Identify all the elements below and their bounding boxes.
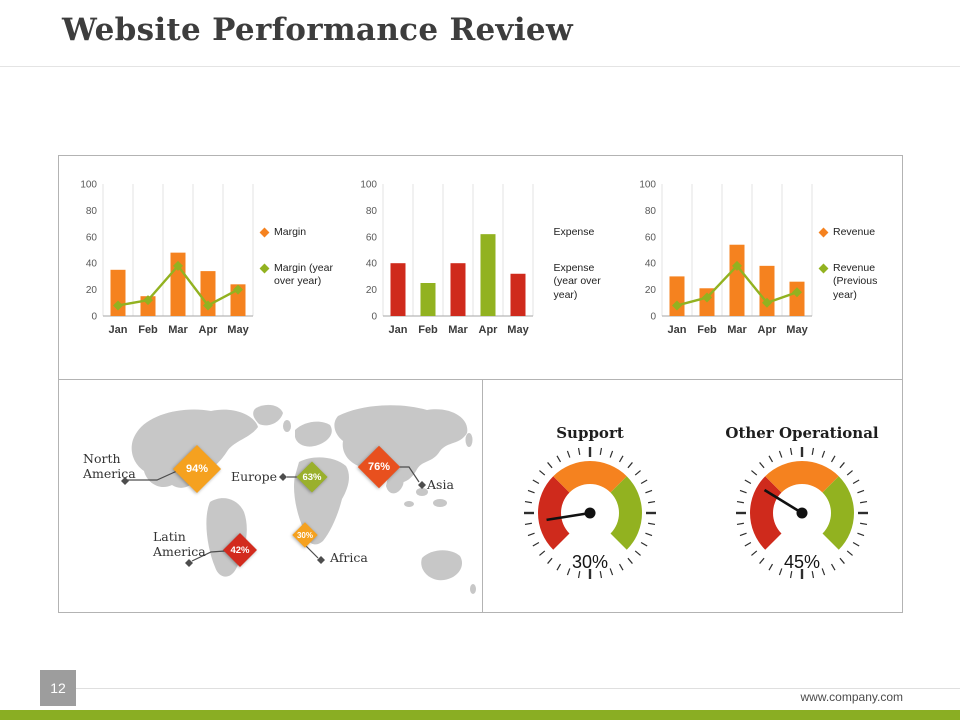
svg-text:Apr: Apr [758, 324, 778, 336]
svg-text:May: May [507, 324, 529, 336]
support-gauge-title: Support [556, 424, 624, 442]
other-operational-gauge-title: Other Operational [725, 424, 879, 442]
svg-text:Feb: Feb [418, 324, 438, 336]
revenue-chart: 0 20 40 60 80 100 Jan Feb Mar Apr May Revenue Reve… [630, 170, 892, 379]
legend-item: Revenue (Previous year) [818, 261, 892, 303]
margin-chart-legend: Margin Margin (year over year) [259, 170, 333, 379]
legend-label: Margin (year over year) [274, 261, 333, 288]
svg-text:20: 20 [86, 285, 98, 296]
svg-text:Jan: Jan [109, 324, 128, 336]
svg-text:Mar: Mar [168, 324, 188, 336]
pin-value: 76% [367, 461, 391, 473]
gauges-panel: Support Other Operational 30% 45% [483, 380, 902, 612]
map-label-latin-america: Latin America [153, 529, 206, 559]
expense-chart-plot: 0 20 40 60 80 100 Jan Feb Mar Apr May [360, 180, 533, 336]
svg-text:60: 60 [86, 232, 98, 243]
page-number-badge: 12 [40, 670, 76, 706]
support-gauge [524, 447, 656, 579]
map-pin-north-america: 94% [172, 444, 222, 494]
map-pin-europe: 63% [296, 461, 328, 493]
legend-item: Margin (year over year) [259, 261, 333, 289]
svg-text:Mar: Mar [727, 324, 747, 336]
diamond-marker-icon [259, 227, 270, 238]
diamond-marker-icon [259, 263, 270, 274]
expense-chart-legend: Expense Expense (year over year) [541, 170, 613, 379]
map-label-asia: Asia [427, 477, 454, 492]
page-title: Website Performance Review [62, 12, 573, 48]
dashboard-panel: 0 20 40 60 80 100 Jan Feb Mar Apr May Margin Margi… [58, 155, 903, 613]
svg-text:Mar: Mar [448, 324, 468, 336]
svg-text:80: 80 [86, 206, 98, 217]
svg-text:20: 20 [365, 285, 377, 296]
legend-item: Revenue [818, 226, 892, 240]
pin-value: 94% [185, 463, 209, 475]
svg-text:Apr: Apr [199, 324, 219, 336]
map-pin-asia: 76% [357, 445, 401, 489]
legend-label: Margin [274, 226, 307, 238]
legend-label: Expense [553, 226, 595, 238]
pin-value: 63% [302, 471, 322, 483]
world-map-panel: North America Europe Asia Latin America … [59, 380, 483, 612]
map-connectors [121, 466, 426, 567]
map-label-europe: Europe [231, 469, 278, 484]
pin-value: 42% [230, 544, 250, 556]
revenue-chart-plot: 0 20 40 60 80 100 Jan Feb Mar Apr May [639, 180, 813, 336]
svg-text:Apr: Apr [478, 324, 498, 336]
svg-text:100: 100 [360, 180, 377, 191]
bottom-row: North America Europe Asia Latin America … [59, 380, 902, 612]
svg-text:Feb: Feb [697, 324, 717, 336]
expense-chart: 0 20 40 60 80 100 Jan Feb Mar Apr May Expense Expe… [351, 170, 613, 379]
bottom-accent-bar [0, 710, 960, 720]
svg-text:May: May [227, 324, 249, 336]
legend-label: Revenue (Previous year) [833, 261, 878, 301]
other-operational-gauge-value: 45% [783, 552, 821, 572]
header-divider [0, 66, 960, 67]
svg-text:May: May [786, 324, 808, 336]
svg-text:80: 80 [645, 206, 657, 217]
margin-chart-plot: 0 20 40 60 80 100 Jan Feb Mar Apr May [80, 180, 254, 336]
legend-label: Revenue [833, 226, 876, 238]
revenue-chart-legend: Revenue Revenue (Previous year) [818, 170, 892, 379]
map-pin-latin-america: 42% [223, 533, 257, 567]
svg-text:40: 40 [86, 259, 98, 270]
svg-text:Feb: Feb [138, 324, 158, 336]
legend-item: Expense (year over year) [541, 262, 613, 303]
margin-chart: 0 20 40 60 80 100 Jan Feb Mar Apr May Margin Margi… [71, 170, 333, 379]
legend-item: Expense [541, 226, 613, 240]
footer-url: www.company.com [800, 690, 903, 704]
svg-text:Jan: Jan [388, 324, 407, 336]
map-pin-africa: 30% [292, 522, 318, 548]
legend-item: Margin [259, 226, 333, 240]
svg-text:80: 80 [365, 206, 377, 217]
svg-text:0: 0 [650, 312, 656, 323]
pin-value: 30% [296, 530, 313, 540]
charts-row: 0 20 40 60 80 100 Jan Feb Mar Apr May Margin Margi… [59, 156, 902, 380]
map-label-africa: Africa [330, 550, 368, 565]
svg-text:100: 100 [639, 180, 656, 191]
svg-text:0: 0 [91, 312, 97, 323]
support-gauge-value: 30% [571, 552, 609, 572]
svg-text:100: 100 [80, 180, 97, 191]
legend-label: Expense (year over year) [553, 261, 601, 301]
svg-text:0: 0 [371, 312, 377, 323]
svg-text:Jan: Jan [668, 324, 687, 336]
other-operational-gauge [736, 447, 868, 579]
diamond-marker-icon [818, 227, 829, 238]
map-label-north-america: North America [83, 451, 136, 481]
footer-divider [76, 688, 960, 689]
svg-text:60: 60 [365, 232, 377, 243]
svg-text:20: 20 [645, 285, 657, 296]
svg-text:60: 60 [645, 232, 657, 243]
svg-text:40: 40 [645, 259, 657, 270]
svg-text:40: 40 [365, 259, 377, 270]
diamond-marker-icon [818, 263, 829, 274]
